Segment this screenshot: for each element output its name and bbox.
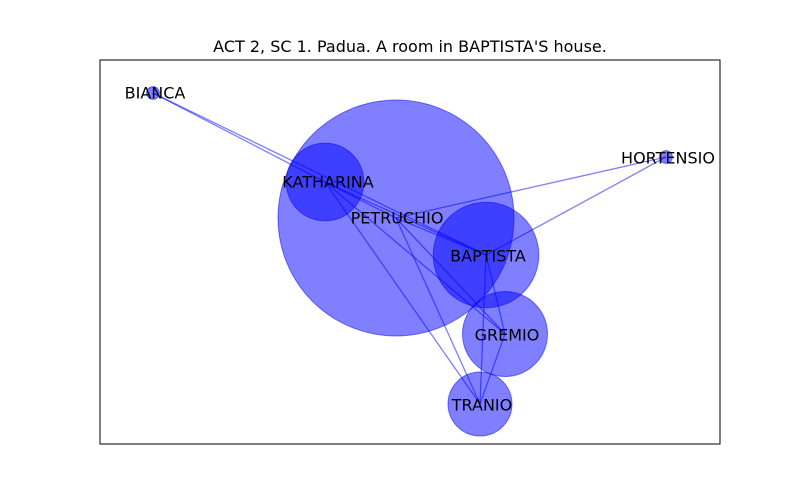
node-bianca — [146, 86, 160, 100]
nodes-layer — [146, 86, 673, 437]
node-label-hortensio: HORTENSIO — [621, 149, 715, 168]
chart-title: ACT 2, SC 1. Padua. A room in BAPTISTA'S… — [213, 37, 607, 56]
node-label-petruchio: PETRUCHIO — [351, 209, 444, 228]
labels-layer: BIANCA KATHARINA PETRUCHIO HORTENSIO BAPTIST… — [125, 84, 715, 415]
node-tranio — [447, 371, 513, 437]
node-label-tranio: TRANIO — [451, 396, 512, 415]
node-label-bianca: BIANCA — [125, 84, 186, 103]
node-label-katharina: KATHARINA — [282, 173, 373, 192]
node-label-baptista: BAPTISTA — [450, 247, 526, 266]
node-gremio — [462, 291, 548, 377]
plot-frame — [99, 59, 721, 445]
node-hortensio — [659, 150, 673, 164]
node-label-gremio: GREMIO — [475, 326, 540, 345]
